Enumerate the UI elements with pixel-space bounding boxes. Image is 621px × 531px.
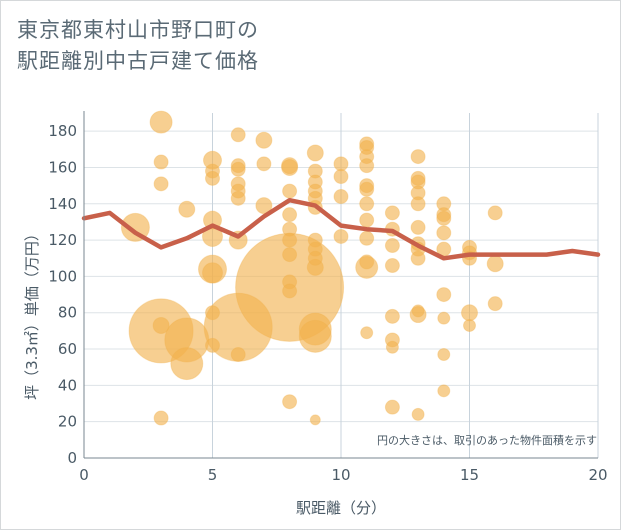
bubble-point bbox=[256, 156, 272, 172]
bubble-point bbox=[203, 210, 222, 230]
bubble-point bbox=[333, 189, 349, 205]
bubble-point bbox=[486, 255, 504, 273]
size-annotation: 円の大きさは、取引のあった物件面積を示す bbox=[377, 433, 597, 447]
bubble-point bbox=[359, 230, 375, 246]
bubble-point bbox=[384, 258, 400, 274]
bubble-point bbox=[282, 207, 298, 223]
bubble-point bbox=[384, 205, 400, 221]
bubble-point bbox=[307, 250, 323, 266]
bubble-point bbox=[205, 305, 220, 321]
bubble-point bbox=[384, 308, 400, 324]
bubble-series bbox=[120, 110, 504, 426]
bubble-point bbox=[463, 318, 476, 332]
bubble-point bbox=[149, 110, 173, 134]
bubble-point bbox=[230, 190, 246, 206]
y-tick-label: 160 bbox=[48, 158, 77, 176]
bubble-point bbox=[153, 176, 169, 192]
y-tick-label: 120 bbox=[48, 231, 77, 249]
y-tick-label: 180 bbox=[48, 122, 77, 140]
bubble-point bbox=[255, 131, 273, 149]
bubble-point bbox=[359, 158, 375, 174]
bubble-point bbox=[410, 149, 426, 165]
bubble-point bbox=[410, 250, 426, 266]
bubble-point bbox=[306, 144, 324, 162]
bubble-point bbox=[230, 161, 246, 177]
bubble-point bbox=[410, 196, 426, 212]
bubble-point bbox=[202, 262, 223, 284]
bubble-point bbox=[178, 200, 196, 218]
y-tick-label: 20 bbox=[58, 413, 77, 431]
bubble-point bbox=[436, 210, 452, 226]
bubble-point bbox=[333, 169, 349, 185]
trend-line-series bbox=[81, 197, 601, 261]
bubble-point bbox=[205, 337, 220, 353]
bubble-point bbox=[153, 154, 169, 170]
bubble-point bbox=[333, 228, 349, 244]
bubble-point bbox=[359, 254, 375, 270]
bubble-point bbox=[230, 127, 246, 143]
y-tick-label: 140 bbox=[48, 195, 77, 213]
y-tick-label: 80 bbox=[58, 304, 77, 322]
y-axis-title: 坪（3.3㎡）単価（万円） bbox=[23, 226, 41, 400]
bubble-point bbox=[384, 238, 400, 254]
trend-line bbox=[81, 197, 601, 261]
axes: 0 20 40 60 80 100 120 140 160 180 0 5 10 15 20 bbox=[48, 111, 608, 484]
bubble-point bbox=[255, 197, 273, 215]
bubble-point bbox=[282, 394, 298, 410]
bubble-point bbox=[461, 304, 478, 322]
bubble-point bbox=[437, 384, 451, 398]
bubble-point bbox=[282, 247, 298, 263]
title-line-2: 駅距離別中古戸建て価格 bbox=[17, 49, 259, 73]
bubble-point bbox=[282, 283, 298, 299]
bubble-point bbox=[385, 340, 399, 354]
y-tick-label: 100 bbox=[48, 267, 77, 285]
y-tick-label: 60 bbox=[58, 340, 77, 358]
bubble-point bbox=[281, 158, 299, 176]
bubble-point bbox=[411, 304, 425, 318]
bubble-point bbox=[359, 181, 375, 197]
bubble-point bbox=[360, 326, 374, 340]
bubble-point bbox=[487, 296, 503, 312]
bubble-point bbox=[436, 287, 452, 303]
bubble-point bbox=[410, 219, 426, 235]
y-tick-label: 40 bbox=[58, 376, 77, 394]
chart-title: 東京都東村山市野口町の 駅距離別中古戸建て価格 bbox=[17, 15, 259, 77]
bubble-point bbox=[384, 399, 400, 415]
bubble-point bbox=[170, 347, 204, 381]
bubble-point bbox=[282, 183, 298, 199]
bubble-point bbox=[487, 205, 503, 221]
x-tick-label: 10 bbox=[331, 466, 350, 484]
bubble-point bbox=[359, 212, 375, 228]
bubble-point bbox=[436, 225, 452, 241]
bubble-point bbox=[359, 196, 375, 212]
bubble-point bbox=[333, 156, 349, 172]
bubble-point bbox=[230, 347, 246, 362]
bubble-point bbox=[411, 407, 425, 421]
x-tick-label: 15 bbox=[460, 466, 479, 484]
x-tick-label: 0 bbox=[79, 466, 89, 484]
bubble-point bbox=[309, 414, 321, 426]
bubble-point bbox=[152, 316, 170, 334]
y-tick-label: 0 bbox=[67, 449, 77, 467]
x-axis-title: 駅距離（分） bbox=[296, 499, 386, 517]
bubble-point bbox=[298, 319, 332, 353]
bubble-point bbox=[437, 348, 451, 361]
x-tick-label: 5 bbox=[208, 466, 218, 484]
bubble-point bbox=[153, 410, 169, 426]
bubble-point bbox=[437, 311, 451, 325]
bubble-point bbox=[205, 170, 220, 186]
x-tick-label: 20 bbox=[588, 466, 607, 484]
title-line-1: 東京都東村山市野口町の bbox=[17, 18, 259, 42]
bubble-point bbox=[282, 232, 298, 248]
